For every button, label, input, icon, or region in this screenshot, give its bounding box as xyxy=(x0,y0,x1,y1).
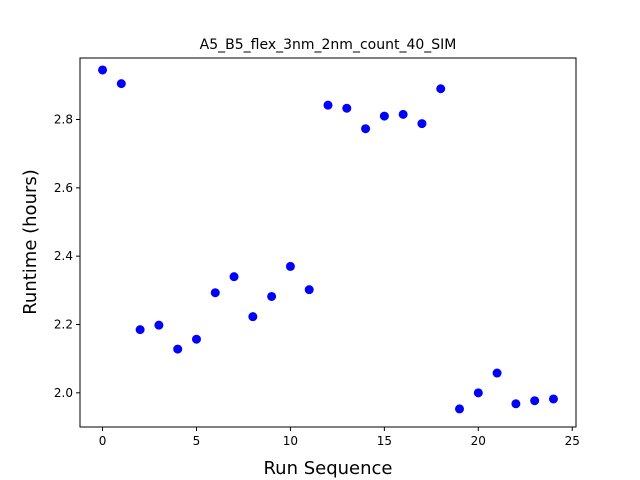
data-point xyxy=(135,325,145,335)
data-point xyxy=(436,84,446,94)
data-point xyxy=(530,396,540,406)
y-axis-label: Runtime (hours) xyxy=(20,169,41,315)
x-tick-label: 15 xyxy=(377,434,392,448)
data-point xyxy=(154,320,164,330)
data-point xyxy=(398,109,408,119)
x-axis-label: Run Sequence xyxy=(263,458,392,479)
data-point xyxy=(323,100,333,110)
data-point xyxy=(511,399,521,409)
data-point xyxy=(229,272,239,282)
data-point xyxy=(191,334,201,344)
chart-title: A5_B5_flex_3nm_2nm_count_40_SIM xyxy=(200,37,457,53)
y-axis-ticks: 2.0 2.2 2.4 2.6 2.8 xyxy=(54,113,80,400)
data-point xyxy=(267,291,277,301)
data-point xyxy=(455,404,465,414)
x-tick-label: 5 xyxy=(193,434,201,448)
data-point xyxy=(173,344,183,354)
x-tick-label: 10 xyxy=(283,434,298,448)
data-point xyxy=(342,103,352,113)
y-tick-label: 2.4 xyxy=(54,249,73,263)
plot-frame xyxy=(79,57,577,428)
data-point xyxy=(548,394,558,404)
data-point xyxy=(473,388,483,398)
y-tick-label: 2.0 xyxy=(54,386,73,400)
data-point xyxy=(98,65,108,75)
x-axis-ticks: 0 5 10 15 20 25 xyxy=(99,427,580,448)
data-points xyxy=(98,65,558,414)
data-point xyxy=(361,124,371,134)
y-tick-label: 2.6 xyxy=(54,181,73,195)
data-point xyxy=(492,368,502,378)
data-point xyxy=(379,111,389,121)
data-point xyxy=(417,119,427,129)
data-point xyxy=(304,285,314,295)
data-point xyxy=(248,312,258,322)
data-point xyxy=(210,288,220,298)
data-point xyxy=(285,261,295,271)
x-tick-label: 20 xyxy=(471,434,486,448)
data-point xyxy=(116,79,126,89)
y-tick-label: 2.2 xyxy=(54,318,73,332)
y-tick-label: 2.8 xyxy=(54,113,73,127)
x-tick-label: 25 xyxy=(565,434,580,448)
x-tick-label: 0 xyxy=(99,434,107,448)
